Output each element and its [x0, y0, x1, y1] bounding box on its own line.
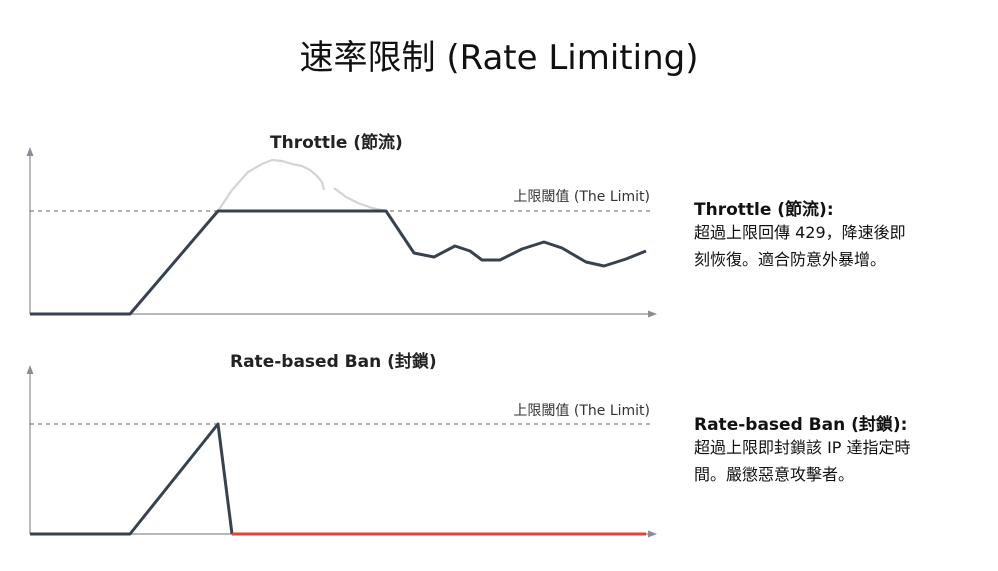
- ban-x-axis-arrow: [648, 530, 657, 538]
- throttle-description-line: 超過上限回傳 429，降速後即: [694, 223, 906, 242]
- throttle-demand-curve-tail: [333, 187, 387, 213]
- throttle-chart-title: Throttle (節流): [270, 133, 403, 153]
- throttle-limit-label: 上限閾值 (The Limit): [513, 189, 650, 205]
- throttle-y-axis-arrow: [26, 147, 34, 156]
- page-title: 速率限制 (Rate Limiting): [299, 38, 699, 78]
- ban-description-line: 間。嚴懲惡意攻擊者。: [694, 465, 855, 484]
- ban-description-title: Rate-based Ban (封鎖):: [694, 415, 908, 435]
- throttle-x-axis-arrow: [648, 310, 657, 318]
- ban-description: 超過上限即封鎖該 IP 達指定時 間。嚴懲惡意攻擊者。: [694, 434, 964, 488]
- throttle-description-line: 刻恢復。適合防意外暴增。: [694, 250, 887, 269]
- ban-y-axis-arrow: [26, 365, 34, 374]
- throttle-demand-curve: [217, 158, 326, 212]
- ban-traffic-line: [30, 422, 234, 536]
- throttle-description-title: Throttle (節流):: [694, 200, 834, 220]
- ban-description-line: 超過上限即封鎖該 IP 達指定時: [694, 438, 911, 457]
- ban-limit-label: 上限閾值 (The Limit): [513, 403, 650, 419]
- ban-chart-title: Rate-based Ban (封鎖): [230, 352, 437, 372]
- throttle-traffic-line: [30, 209, 647, 316]
- throttle-description: 超過上限回傳 429，降速後即 刻恢復。適合防意外暴增。: [694, 219, 964, 273]
